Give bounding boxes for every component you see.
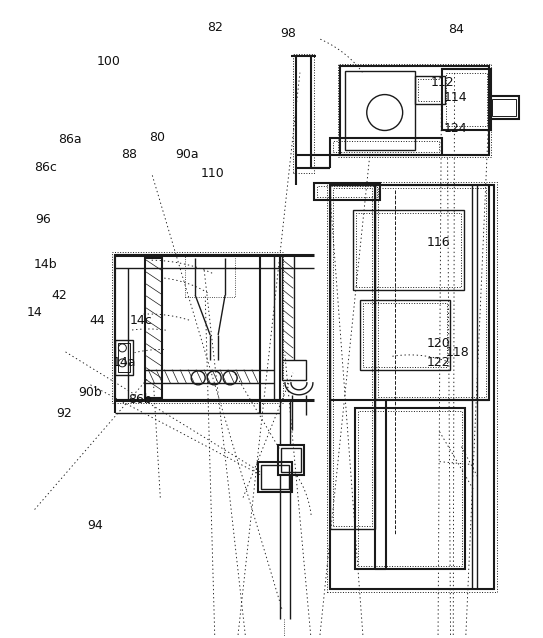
Text: 42: 42 xyxy=(51,289,67,302)
Bar xyxy=(418,78,441,101)
Bar xyxy=(116,340,134,375)
Text: 98: 98 xyxy=(280,27,296,40)
Bar xyxy=(293,54,314,174)
Bar xyxy=(314,183,380,200)
Bar xyxy=(261,464,289,489)
Bar xyxy=(330,186,495,590)
Text: 112: 112 xyxy=(430,76,454,89)
Text: 96: 96 xyxy=(35,212,51,226)
Text: 118: 118 xyxy=(445,346,469,359)
Bar xyxy=(415,76,445,103)
Text: 90b: 90b xyxy=(78,386,102,399)
Bar xyxy=(282,360,306,380)
Bar xyxy=(333,142,439,152)
Text: 116: 116 xyxy=(426,236,450,249)
Bar xyxy=(355,408,464,569)
Bar xyxy=(353,211,464,290)
Bar xyxy=(375,186,489,400)
Text: 122: 122 xyxy=(426,356,450,369)
Bar xyxy=(363,303,446,367)
Bar xyxy=(327,182,497,592)
Text: 120: 120 xyxy=(426,337,450,350)
Bar xyxy=(278,445,304,475)
Text: 90a: 90a xyxy=(176,148,199,161)
Bar xyxy=(112,252,283,403)
Text: 124: 124 xyxy=(444,122,468,135)
Bar xyxy=(330,138,441,156)
Bar xyxy=(338,64,491,158)
Bar xyxy=(360,300,450,370)
Bar xyxy=(281,448,301,471)
Bar xyxy=(340,66,489,156)
Bar xyxy=(185,255,235,297)
Bar xyxy=(378,188,487,397)
Bar xyxy=(258,462,292,491)
Bar xyxy=(330,186,375,530)
Text: 14b: 14b xyxy=(33,258,57,271)
Text: 100: 100 xyxy=(97,55,121,68)
Text: 86b: 86b xyxy=(129,392,152,406)
Text: 82: 82 xyxy=(207,21,223,34)
Bar xyxy=(317,186,377,197)
Bar xyxy=(489,96,519,119)
Bar xyxy=(356,213,460,287)
Bar xyxy=(358,411,462,567)
Text: 94: 94 xyxy=(87,519,103,532)
Text: 86a: 86a xyxy=(58,133,82,146)
Text: 84: 84 xyxy=(448,23,464,36)
Text: 114: 114 xyxy=(444,91,468,104)
Text: 44: 44 xyxy=(89,314,105,327)
Text: 92: 92 xyxy=(56,406,72,420)
Bar xyxy=(345,71,415,151)
Text: 110: 110 xyxy=(201,167,225,181)
Text: 14: 14 xyxy=(27,306,42,319)
Text: 14c: 14c xyxy=(130,314,153,327)
Bar xyxy=(446,73,488,126)
Bar xyxy=(441,69,491,131)
Bar xyxy=(493,98,516,115)
Text: 80: 80 xyxy=(149,131,165,144)
Bar xyxy=(146,258,162,398)
Bar xyxy=(116,255,280,400)
Bar xyxy=(118,343,130,372)
Text: 86c: 86c xyxy=(34,161,56,174)
Bar xyxy=(333,188,372,526)
Text: 88: 88 xyxy=(122,148,137,161)
Text: 14a: 14a xyxy=(112,356,136,369)
